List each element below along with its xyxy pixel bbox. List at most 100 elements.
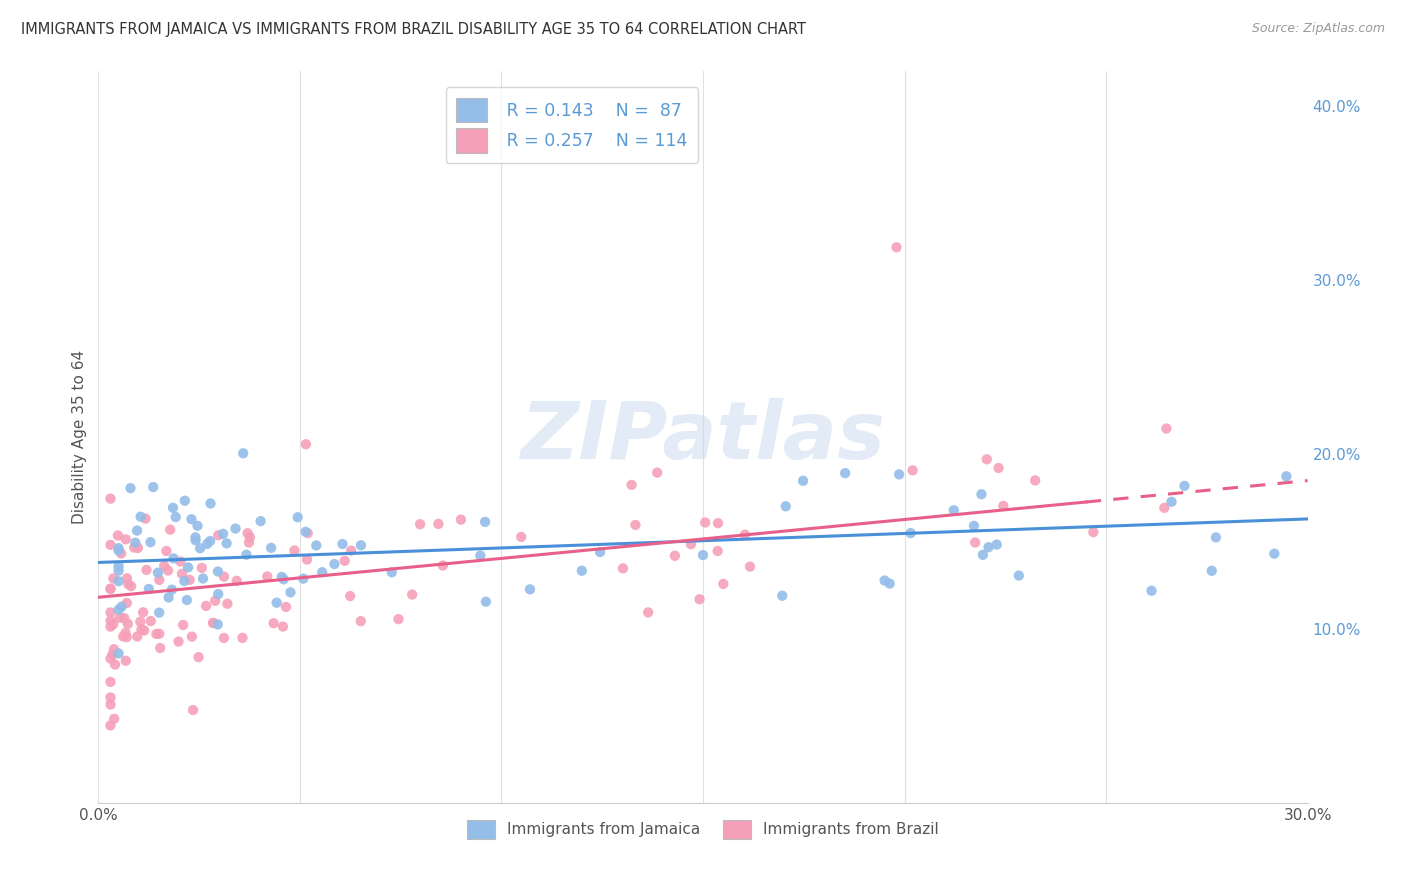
Point [873, 574, 896, 588]
Point [188, 541, 211, 556]
Point [323, 557, 346, 571]
Point [195, 599, 218, 613]
Point [191, 572, 214, 586]
Point [198, 534, 221, 549]
Point [186, 518, 208, 533]
Point [101, 648, 124, 662]
Point [100, 690, 122, 705]
Point [249, 514, 271, 528]
Point [263, 616, 285, 631]
Point [231, 631, 253, 645]
Point [110, 599, 132, 614]
Point [155, 544, 177, 558]
Point [160, 582, 183, 597]
Point [100, 582, 122, 596]
Point [689, 592, 711, 607]
Point [381, 566, 404, 580]
Text: IMMIGRANTS FROM JAMAICA VS IMMIGRANTS FROM BRAZIL DISABILITY AGE 35 TO 64 CORREL: IMMIGRANTS FROM JAMAICA VS IMMIGRANTS FR… [21, 22, 806, 37]
Point [120, 481, 142, 495]
Point [129, 509, 152, 524]
Point [149, 640, 172, 655]
Point [1153, 500, 1175, 515]
Point [900, 526, 922, 541]
Point [470, 549, 492, 563]
Point [332, 537, 354, 551]
Point [1205, 530, 1227, 544]
Point [107, 543, 129, 558]
Point [612, 561, 634, 575]
Point [112, 630, 135, 644]
Point [120, 579, 142, 593]
Point [1160, 495, 1182, 509]
Point [1275, 469, 1298, 483]
Point [225, 574, 247, 588]
Point [734, 527, 756, 541]
Point [169, 554, 191, 568]
Point [181, 703, 204, 717]
Point [212, 526, 235, 541]
Point [834, 466, 856, 480]
Point [107, 564, 129, 578]
Point [100, 614, 122, 628]
Point [187, 650, 209, 665]
Point [204, 593, 226, 607]
Point [103, 571, 125, 585]
Point [215, 536, 238, 550]
Point [134, 511, 156, 525]
Point [987, 461, 1010, 475]
Point [100, 651, 122, 665]
Point [280, 585, 302, 599]
Point [117, 577, 139, 591]
Point [879, 576, 901, 591]
Point [664, 549, 686, 563]
Point [162, 500, 184, 515]
Point [207, 528, 229, 542]
Point [993, 499, 1015, 513]
Y-axis label: Disability Age 35 to 64: Disability Age 35 to 64 [72, 350, 87, 524]
Point [333, 554, 356, 568]
Point [1173, 479, 1195, 493]
Point [115, 571, 138, 585]
Point [571, 564, 593, 578]
Point [519, 582, 541, 597]
Point [297, 526, 319, 541]
Point [100, 674, 122, 689]
Point [977, 540, 1000, 554]
Point [620, 478, 643, 492]
Point [142, 480, 165, 494]
Point [510, 530, 533, 544]
Point [127, 524, 149, 538]
Point [256, 569, 278, 583]
Point [311, 565, 333, 579]
Legend: Immigrants from Jamaica, Immigrants from Brazil: Immigrants from Jamaica, Immigrants from… [460, 813, 946, 847]
Point [970, 487, 993, 501]
Point [976, 452, 998, 467]
Point [260, 541, 283, 555]
Point [1156, 421, 1178, 435]
Point [1263, 547, 1285, 561]
Point [305, 538, 328, 552]
Point [139, 535, 162, 549]
Point [104, 657, 127, 672]
Point [148, 573, 170, 587]
Point [110, 546, 132, 560]
Point [103, 642, 125, 657]
Point [157, 564, 180, 578]
Point [738, 559, 761, 574]
Point [679, 537, 702, 551]
Point [287, 510, 309, 524]
Point [624, 517, 647, 532]
Point [100, 606, 122, 620]
Point [427, 516, 450, 531]
Point [165, 510, 187, 524]
Point [212, 631, 235, 645]
Point [294, 524, 316, 539]
Point [108, 610, 131, 624]
Point [239, 530, 262, 544]
Point [645, 466, 668, 480]
Point [112, 611, 135, 625]
Point [339, 589, 361, 603]
Point [224, 522, 246, 536]
Point [711, 577, 734, 591]
Point [965, 535, 987, 549]
